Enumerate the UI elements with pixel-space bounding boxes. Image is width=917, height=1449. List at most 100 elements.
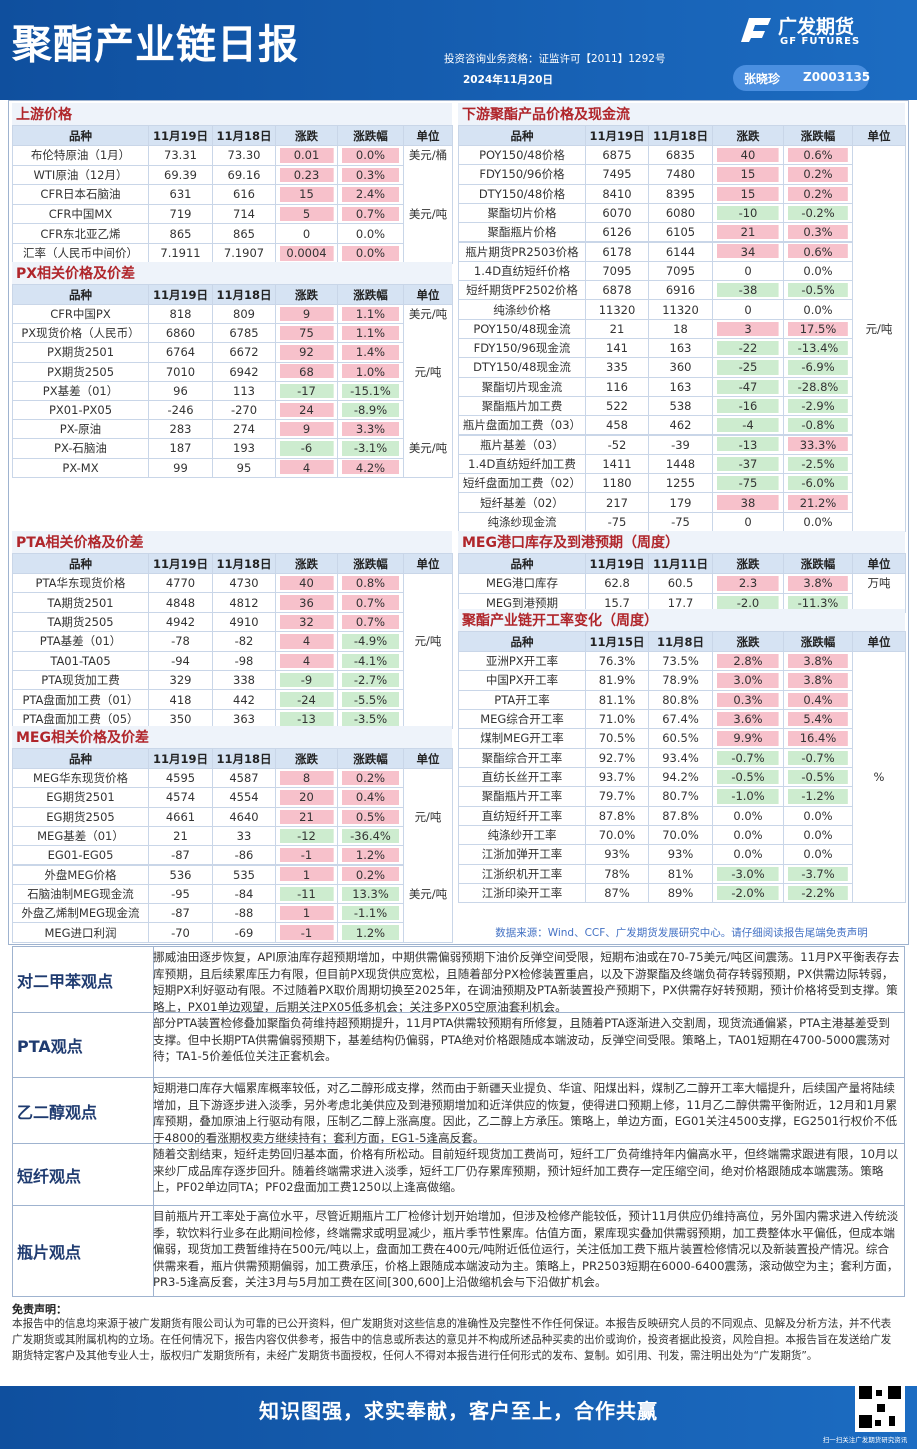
data-cell: 6080 <box>648 202 713 224</box>
item-name: MEG综合开工率 <box>458 708 586 730</box>
item-name: 布伦特原油（1月） <box>12 145 149 166</box>
column-header: 单位 <box>403 284 453 305</box>
data-cell: 70.0% <box>648 824 713 846</box>
data-cell: 5 <box>275 203 338 225</box>
column-header: 品种 <box>458 631 586 652</box>
column-header: 11月18日 <box>212 284 276 305</box>
data-cell: 4.2% <box>337 457 404 478</box>
qr-code <box>855 1382 905 1432</box>
slogan: 知识图强，求实奉献，客户至上，合作共赢 <box>259 1399 658 1423</box>
data-cell: -37 <box>712 453 784 475</box>
data-cell: -15.1% <box>337 380 404 401</box>
item-name: PTA华东现货价格 <box>12 573 149 594</box>
data-cell: -38 <box>712 280 784 301</box>
data-cell: 0.0% <box>712 844 784 865</box>
data-cell: -84 <box>212 883 276 905</box>
data-cell: -39 <box>648 434 713 455</box>
data-cell: 6785 <box>212 323 276 344</box>
data-cell: 93.7% <box>585 766 649 788</box>
data-cell: 9 <box>275 419 338 440</box>
item-name: MEG进口利润 <box>12 922 149 943</box>
item-name: 1.4D直纺短纤价格 <box>458 260 586 282</box>
item-name: CFR中国MX <box>12 203 149 225</box>
view-box: PTA观点 部分PTA装置检修叠加聚酯负荷维持超预期提升，11月PTA供需较预期有… <box>12 1012 905 1078</box>
unit: % <box>873 770 885 785</box>
item-name: MEG港口库存 <box>458 573 586 594</box>
data-cell: 21 <box>712 222 784 243</box>
data-cell: 20 <box>275 787 338 808</box>
data-cell: 0.7% <box>337 611 404 633</box>
item-name: POY150/48现金流 <box>458 318 586 339</box>
item-name: 江浙印染开工率 <box>458 882 586 904</box>
data-cell: 865 <box>212 223 276 244</box>
table-title: 聚酯产业链开工率变化（周度） <box>458 609 905 631</box>
data-cell: 9.9% <box>712 728 784 749</box>
unit: 美元/吨 <box>408 886 448 901</box>
data-cell: 458 <box>585 415 649 436</box>
data-cell: 4848 <box>148 592 213 613</box>
unit: 元/吨 <box>414 634 442 649</box>
column-header: 品种 <box>12 284 149 305</box>
data-cell: 217 <box>585 492 649 513</box>
item-name: 短纤基差（02） <box>458 492 586 513</box>
data-cell: 0.3% <box>783 222 853 243</box>
data-cell: 0.0004 <box>275 243 338 264</box>
data-cell: 7095 <box>648 260 713 282</box>
data-cell: 93% <box>648 844 713 865</box>
item-name: 聚酯瓶片价格 <box>458 222 586 243</box>
column-header: 品种 <box>12 553 149 574</box>
data-cell: 60.5% <box>648 728 713 749</box>
item-name: 外盘乙烯制MEG现金流 <box>12 903 149 924</box>
data-cell: 2.4% <box>337 184 404 205</box>
data-cell: 78% <box>585 863 649 884</box>
data-cell: 21.2% <box>783 492 853 513</box>
unit: 美元/吨 <box>408 207 448 222</box>
item-name: MEG基差（01） <box>12 825 149 847</box>
item-name: 纯涤纱价格 <box>458 299 586 320</box>
item-name: PX-原油 <box>12 419 149 440</box>
item-name: POY150/48价格 <box>458 145 586 166</box>
column-header: 单位 <box>403 553 453 574</box>
item-name: 聚酯瓶片开工率 <box>458 786 586 807</box>
data-cell: 3.6% <box>712 708 784 730</box>
data-cell: 4770 <box>148 573 213 594</box>
data-cell: -11.3% <box>783 592 853 613</box>
item-name: CFR东北亚乙烯 <box>12 223 149 244</box>
data-cell: -12 <box>275 825 338 847</box>
data-cell: 18 <box>648 318 713 339</box>
column-header: 11月18日 <box>212 125 276 146</box>
data-cell: 16.4% <box>783 728 853 749</box>
data-cell: 522 <box>585 395 649 417</box>
item-name: 汇率（人民币中间价） <box>12 243 149 264</box>
data-cell: -8.9% <box>337 400 404 421</box>
data-cell: 865 <box>148 223 213 244</box>
table-title: MEG相关价格及价差 <box>12 726 452 748</box>
column-header: 涨跌 <box>712 125 784 146</box>
analyst-name: 张晓珍 <box>744 72 781 86</box>
data-cell: -270 <box>212 400 276 421</box>
data-cell: 631 <box>148 184 213 205</box>
data-cell: 60.5 <box>648 573 713 594</box>
disclaimer-text: 本报告中的信息均来源于被广发期货有限公司认为可靠的已公开资料，但广发期货对这些信… <box>12 1318 892 1362</box>
unit: 元/吨 <box>865 321 893 336</box>
unit: 美元/吨 <box>408 441 448 456</box>
item-name: PX期货2501 <box>12 342 149 363</box>
item-name: FDY150/96现金流 <box>458 338 586 359</box>
data-cell: -25 <box>712 357 784 378</box>
data-cell: 15 <box>712 164 784 185</box>
data-cell: -3.0% <box>712 863 784 884</box>
data-cell: 360 <box>648 357 713 378</box>
column-header: 11月18日 <box>212 553 276 574</box>
data-cell: -2.2% <box>783 882 853 904</box>
data-cell: 0.0% <box>783 260 853 282</box>
view-text: 挪威油田逐步恢复，API原油库存超预期增加，中期供需偏弱预期下油价反弹空间受限，… <box>153 950 900 1014</box>
data-cell: -1 <box>275 845 338 866</box>
column-header: 11月19日 <box>585 125 649 146</box>
data-cell: 3 <box>712 318 784 339</box>
data-cell: 616 <box>212 184 276 205</box>
column-header: 涨跌幅 <box>337 553 404 574</box>
item-name: 短纤盘面加工费（02） <box>458 473 586 494</box>
data-cell: 70.0% <box>585 824 649 846</box>
data-cell: -88 <box>212 903 276 924</box>
column-header: 涨跌幅 <box>337 125 404 146</box>
